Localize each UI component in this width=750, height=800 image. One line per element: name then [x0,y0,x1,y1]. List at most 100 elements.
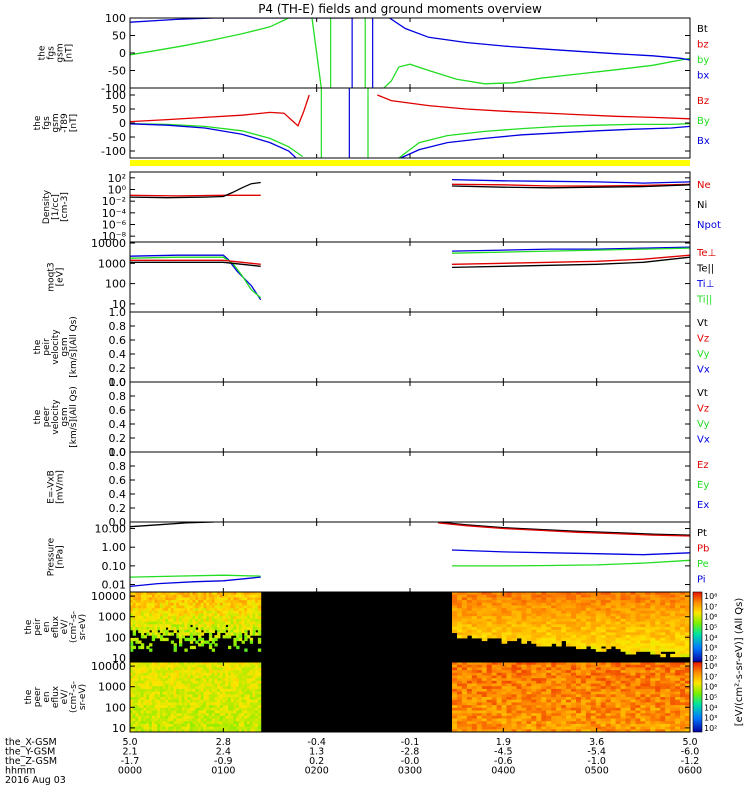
spectrogram-cell [675,686,681,690]
spectrogram-cell [208,608,213,612]
spectrogram-cell [135,702,139,706]
spectrogram-cell [130,707,134,712]
spectrogram-cell [151,632,156,636]
spectrogram-cell [461,600,468,604]
spectrogram-cell [457,632,463,636]
spectrogram-cell [211,705,215,709]
spectrogram-cell [561,707,567,712]
spectrogram-cell [179,667,183,671]
spectrogram-cell [170,627,175,631]
spectrogram-cell [219,729,224,732]
spectrogram-cell [660,640,666,644]
spectrogram-cell [635,707,642,712]
spectrogram-cell [566,675,572,679]
spectrogram-cell [566,605,572,609]
spectrogram-cell [222,605,226,609]
spectrogram-cell [501,694,508,698]
spectrogram-cell [198,608,202,612]
spectrogram-cell [244,618,248,623]
spectrogram-cell [516,592,523,596]
spectrogram-cell [610,664,617,668]
spectrogram-cell [680,675,686,679]
spectrogram-cell [457,610,463,615]
spectrogram-cell [516,597,523,601]
spectrogram-cell [233,694,237,698]
spectrogram-cell [521,610,527,615]
spectrogram-cell [576,688,582,693]
spectrogram-cell [146,621,150,625]
spectrogram-cell [252,613,256,617]
spectrogram-cell [516,616,523,620]
spectrogram-cell [506,629,513,633]
spectrogram-cell [585,721,592,725]
spectrogram-cell [551,667,557,671]
y-tick-label: 100 [105,12,126,25]
spectrogram-cell [670,705,676,709]
spectrogram-cell [650,618,656,623]
spectrogram-cell [249,691,254,695]
spectrogram-cell [466,610,473,615]
spectrogram-cell [236,594,240,598]
spectrogram-cell [236,672,240,677]
spectrogram-cell [198,627,202,631]
spectrogram-cell [566,713,572,717]
spectrogram-cell [236,683,240,687]
spectrogram-cell [670,713,676,717]
spectrogram-cell [130,729,134,732]
spectrogram-cell [660,678,666,682]
spectrogram-cell [605,624,612,628]
spectrogram-cell [665,713,671,717]
spectrogram-cell [576,683,582,687]
spectrogram-cell [620,721,627,725]
spectrogram-cell [491,667,498,671]
spectrogram-cell [556,597,562,601]
spectrogram-cell [230,662,234,666]
spectrogram-cell [457,686,463,690]
spectrogram-cell [501,710,508,714]
spectrogram-cell [138,600,142,604]
spectrogram-cell [149,726,153,730]
spectrogram-cell [590,670,597,674]
spectrogram-cell [481,629,488,633]
spectrogram-cell [501,637,508,642]
spectrogram-cell [252,707,256,712]
spectrogram-cell [556,697,562,701]
spectrogram-cell [162,616,166,620]
spectrogram-cell [241,726,245,730]
spectrogram-cell [247,667,251,671]
spectrogram-cell [154,632,158,636]
spectrogram-cell [198,675,202,679]
spectrogram-cell [192,686,196,690]
spectrogram-cell [200,705,205,709]
spectrogram-cell [556,592,562,596]
spectrogram-cell [635,616,642,620]
spectrogram-cell [541,632,547,636]
spectrogram-cell [249,710,254,714]
spectrogram-cell [181,715,185,720]
spectrogram-cell [157,670,161,674]
spectrogram-cell [249,627,254,631]
spectrogram-cell [452,629,458,633]
spectrogram-cell [496,610,503,615]
spectrogram-cell [252,608,256,612]
spectrogram-cell [130,683,134,687]
spectrogram-cell [452,621,458,625]
spectrogram-cell [576,637,582,642]
spectrogram-cell [149,594,153,598]
spectrogram-cell [650,605,656,609]
spectrogram-cell [561,618,567,623]
spectrogram-cell [192,683,196,687]
spectrogram-cell [561,621,567,625]
spectrogram-cell [222,618,226,623]
spectrogram-cell [511,629,518,633]
spectrogram-cell [640,670,646,674]
spectrogram-cell [610,713,617,717]
y-tick-label: 10² [108,172,126,185]
spectrogram-cell [630,613,637,617]
spectrogram-cell [165,729,169,732]
spectrogram-cell [585,610,592,615]
spectrogram-cell [208,618,213,623]
spectrogram-cell [590,705,597,709]
spectrogram-cell [257,680,262,685]
spectrogram-cell [244,721,248,725]
